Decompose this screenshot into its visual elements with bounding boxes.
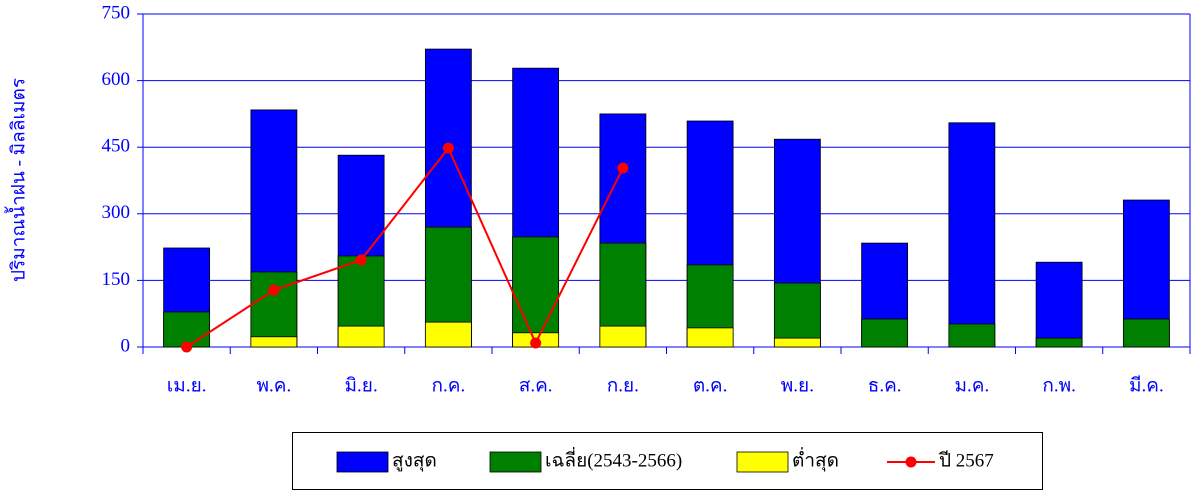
line-marker	[617, 162, 629, 174]
bar	[686, 327, 734, 348]
legend-swatch	[489, 451, 542, 473]
bar	[337, 325, 385, 348]
y-tick-label: 150	[102, 269, 131, 290]
bar	[250, 336, 298, 348]
bar	[1035, 337, 1083, 348]
x-tick-label: พ.ย.	[781, 375, 814, 396]
x-tick-label: เม.ย.	[167, 375, 207, 396]
y-tick-label: 0	[121, 335, 131, 356]
bar	[948, 323, 996, 348]
x-tick-label: มิ.ย.	[345, 375, 378, 396]
bar	[773, 282, 821, 348]
legend-label: ต่ำสุด	[792, 446, 839, 472]
bar	[948, 122, 996, 348]
bar	[424, 321, 472, 348]
x-tick-label: ธ.ค.	[868, 375, 902, 396]
x-tick-label: พ.ค.	[257, 375, 292, 396]
x-tick-label: ก.พ.	[1042, 375, 1076, 396]
line-marker	[442, 142, 454, 154]
legend-swatch	[336, 451, 389, 473]
line-marker	[355, 254, 367, 266]
line-marker	[181, 341, 193, 353]
line-marker	[530, 337, 542, 349]
bar	[599, 325, 647, 348]
x-tick-label: ก.ค.	[432, 375, 466, 396]
bar	[250, 271, 298, 348]
line	[186, 146, 624, 348]
x-tick-label: ม.ค.	[955, 375, 990, 396]
bar	[163, 311, 211, 348]
legend-label: เฉลี่ย(2543-2566)	[545, 446, 682, 471]
line-marker	[268, 284, 280, 296]
legend-label: ปี 2567	[938, 449, 994, 471]
legend-swatch	[905, 456, 917, 468]
x-tick-label: ต.ค.	[693, 375, 728, 396]
x-tick-label: ส.ค.	[519, 375, 553, 396]
x-tick-label: มี.ค.	[1129, 374, 1164, 396]
legend-swatch	[736, 451, 789, 473]
y-tick-label: 300	[102, 202, 131, 223]
y-tick-label: 600	[102, 69, 131, 90]
y-axis-label: ปริมาณน้ำฝน - มิลลิเมตร	[4, 78, 29, 282]
bar	[1122, 318, 1170, 348]
bar	[861, 318, 909, 348]
bar	[512, 236, 560, 348]
legend-label: สูงสุด	[392, 450, 437, 472]
bar	[1035, 261, 1083, 348]
bar	[773, 337, 821, 348]
y-tick-label: 450	[102, 136, 131, 157]
x-tick-label: ก.ย.	[607, 375, 639, 396]
y-tick-label: 750	[102, 2, 131, 23]
